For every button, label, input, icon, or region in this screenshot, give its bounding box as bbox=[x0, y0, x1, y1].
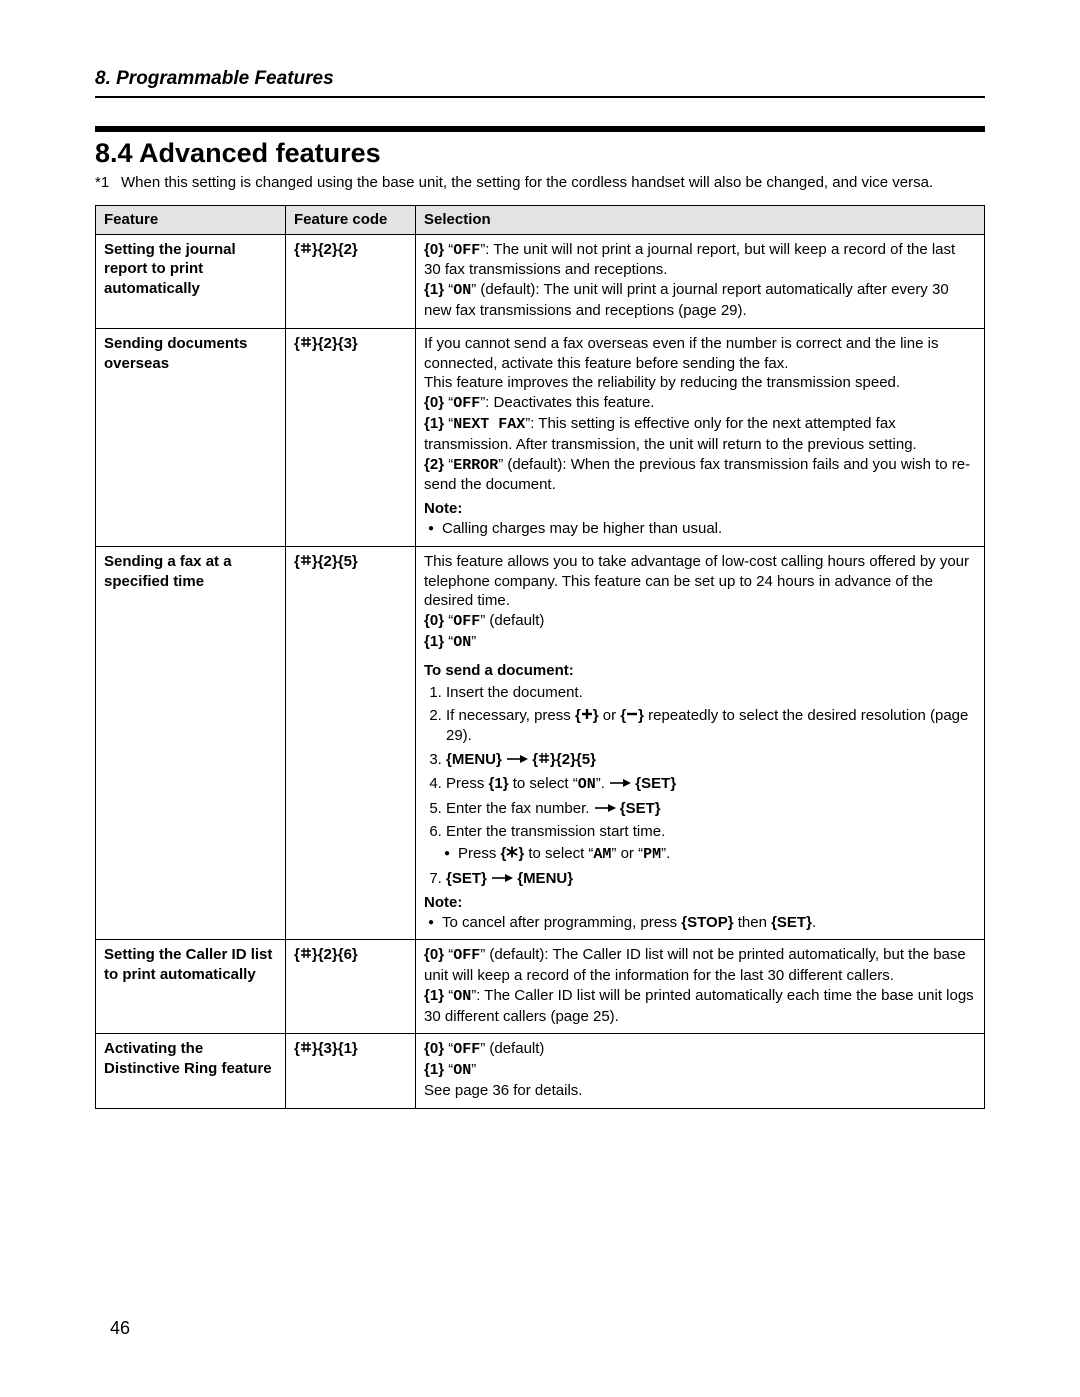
feature-code-cell: {}{2}{6} bbox=[286, 940, 416, 1034]
section-number: 8.4 bbox=[95, 138, 133, 168]
footnote-text: When this setting is changed using the b… bbox=[121, 173, 933, 193]
feature-code-cell: {}{2}{5} bbox=[286, 546, 416, 940]
selection-cell: {0} “OFF” (default): The Caller ID list … bbox=[416, 940, 985, 1034]
selection-cell: {0} “OFF” (default){1} “ON”See page 36 f… bbox=[416, 1034, 985, 1108]
hash-icon bbox=[300, 1041, 312, 1053]
table-row: Setting the journal report to print auto… bbox=[96, 234, 985, 328]
footnote-marker: *1 bbox=[95, 173, 121, 193]
table-row: Sending a fax at a specified time{}{2}{5… bbox=[96, 546, 985, 940]
table-row: Activating the Distinctive Ring feature{… bbox=[96, 1034, 985, 1108]
chapter-header: 8. Programmable Features bbox=[95, 68, 985, 90]
hash-icon bbox=[300, 336, 312, 348]
section-title: 8.4 Advanced features bbox=[95, 138, 985, 169]
feature-cell: Activating the Distinctive Ring feature bbox=[96, 1034, 286, 1108]
hash-icon bbox=[300, 947, 312, 959]
hash-icon bbox=[300, 554, 312, 566]
table-header-row: Feature Feature code Selection bbox=[96, 205, 985, 234]
hash-icon bbox=[538, 752, 550, 764]
table-row: Setting the Caller ID list to print auto… bbox=[96, 940, 985, 1034]
hash-icon bbox=[300, 242, 312, 254]
feature-cell: Sending documents overseas bbox=[96, 328, 286, 546]
star-icon bbox=[506, 846, 518, 858]
footnote: *1 When this setting is changed using th… bbox=[95, 173, 985, 193]
feature-cell: Setting the Caller ID list to print auto… bbox=[96, 940, 286, 1034]
table-row: Sending documents overseas{}{2}{3}If you… bbox=[96, 328, 985, 546]
feature-cell: Sending a fax at a specified time bbox=[96, 546, 286, 940]
arrow-icon bbox=[491, 873, 513, 883]
th-code: Feature code bbox=[286, 205, 416, 234]
th-feature: Feature bbox=[96, 205, 286, 234]
plus-icon bbox=[581, 708, 593, 720]
selection-cell: {0} “OFF”: The unit will not print a jou… bbox=[416, 234, 985, 328]
header-rule bbox=[95, 96, 985, 98]
th-selection: Selection bbox=[416, 205, 985, 234]
section-rule bbox=[95, 126, 985, 132]
feature-code-cell: {}{2}{3} bbox=[286, 328, 416, 546]
features-table: Feature Feature code Selection Setting t… bbox=[95, 205, 985, 1109]
selection-cell: This feature allows you to take advantag… bbox=[416, 546, 985, 940]
section-title-text: Advanced features bbox=[139, 138, 381, 168]
feature-cell: Setting the journal report to print auto… bbox=[96, 234, 286, 328]
arrow-icon bbox=[506, 754, 528, 764]
selection-cell: If you cannot send a fax overseas even i… bbox=[416, 328, 985, 546]
arrow-icon bbox=[609, 778, 631, 788]
minus-icon bbox=[626, 708, 638, 720]
feature-code-cell: {}{3}{1} bbox=[286, 1034, 416, 1108]
page-number: 46 bbox=[110, 1318, 130, 1339]
arrow-icon bbox=[594, 803, 616, 813]
feature-code-cell: {}{2}{2} bbox=[286, 234, 416, 328]
